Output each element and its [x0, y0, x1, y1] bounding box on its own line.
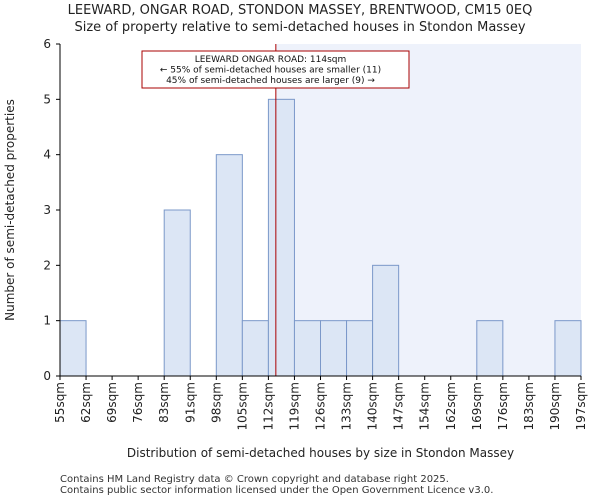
x-tick-label: 169sqm — [470, 382, 484, 430]
x-tick-label: 91sqm — [183, 382, 197, 423]
annotation-box — [141, 50, 410, 89]
footer-copyright: Contains HM Land Registry data © Crown c… — [60, 474, 449, 485]
y-axis-label: Number of semi-detached properties — [3, 99, 17, 321]
x-axis-label: Distribution of semi-detached houses by … — [127, 446, 514, 460]
histogram-bar — [241, 320, 269, 377]
y-tick-label: 2 — [43, 258, 51, 272]
histogram-chart: 0 1 2 3 4 5 6 55sqm 62sqm 69sqm 76sqm 83sqm 91sqm 98s… — [3, 37, 588, 460]
footer-licence: Contains public sector information licen… — [60, 485, 494, 496]
histogram-bar — [372, 264, 400, 377]
annotation-text: 45% of semi-detached houses are larger (… — [166, 76, 375, 86]
x-tick-label: 119sqm — [287, 382, 301, 430]
x-tick-label: 62sqm — [79, 382, 93, 423]
chart-title: LEEWARD, ONGAR ROAD, STONDON MASSEY, BRE… — [67, 3, 533, 18]
histogram-bar — [215, 154, 243, 377]
y-tick-label: 1 — [43, 314, 51, 328]
histogram-bar — [554, 320, 582, 377]
x-tick-label: 126sqm — [314, 382, 328, 430]
y-tick-label: 6 — [43, 37, 51, 51]
x-tick-label: 183sqm — [522, 382, 536, 430]
histogram-bar — [320, 320, 348, 377]
histogram-bar — [293, 320, 322, 377]
x-tick-label: 190sqm — [548, 382, 562, 430]
chart-subtitle: Size of property relative to semi-detach… — [74, 20, 526, 35]
x-tick-label: 147sqm — [392, 382, 406, 430]
x-tick-label: 197sqm — [574, 382, 588, 430]
histogram-bar — [476, 320, 504, 377]
histogram-bar — [346, 320, 374, 377]
histogram-bar — [59, 320, 87, 377]
x-tick-label: 98sqm — [209, 382, 223, 423]
annotation-text: LEEWARD ONGAR ROAD: 114sqm — [195, 55, 347, 65]
histogram-bar — [267, 98, 295, 377]
y-tick-label: 0 — [43, 369, 51, 383]
y-tick-label: 3 — [43, 203, 51, 217]
x-tick-label: 162sqm — [444, 382, 458, 430]
x-tick-label: 112sqm — [261, 382, 275, 430]
x-tick-label: 105sqm — [235, 382, 249, 430]
y-tick-label: 5 — [43, 92, 51, 106]
x-tick-label: 69sqm — [105, 382, 119, 423]
x-tick-label: 55sqm — [53, 382, 67, 423]
x-tick-label: 176sqm — [496, 382, 510, 430]
y-tick-label: 4 — [43, 148, 51, 162]
x-tick-label: 154sqm — [418, 382, 432, 430]
x-tick-label: 140sqm — [366, 382, 380, 430]
x-tick-label: 76sqm — [131, 382, 145, 423]
x-tick-label: 133sqm — [340, 382, 354, 430]
histogram-bar — [163, 209, 191, 377]
x-tick-label: 83sqm — [157, 382, 171, 423]
annotation-text: ← 55% of semi-detached houses are smalle… — [160, 66, 381, 76]
